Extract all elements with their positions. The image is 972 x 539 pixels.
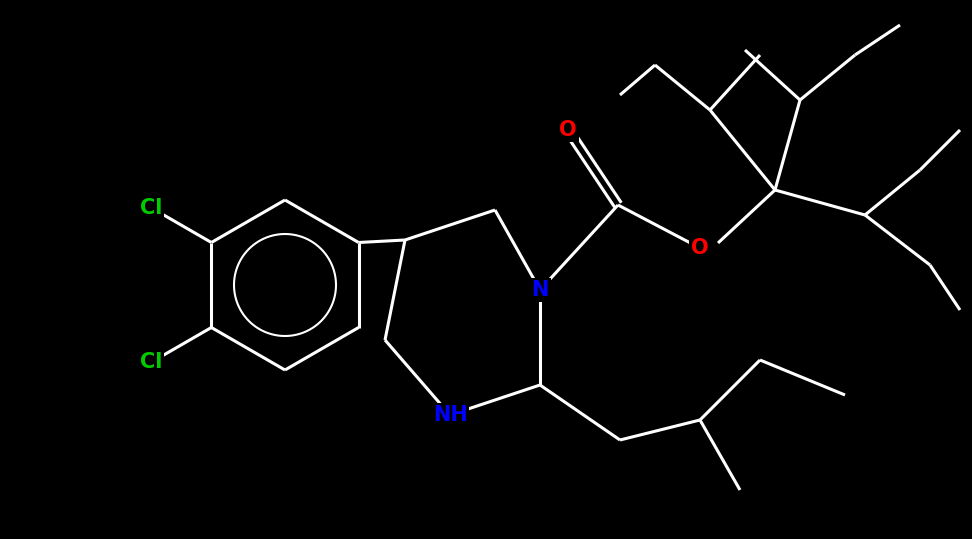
Text: O: O xyxy=(691,238,709,258)
Text: O: O xyxy=(559,120,576,140)
Text: Cl: Cl xyxy=(140,353,162,372)
Text: NH: NH xyxy=(433,405,468,425)
Text: Cl: Cl xyxy=(140,197,162,218)
Text: N: N xyxy=(532,280,548,300)
